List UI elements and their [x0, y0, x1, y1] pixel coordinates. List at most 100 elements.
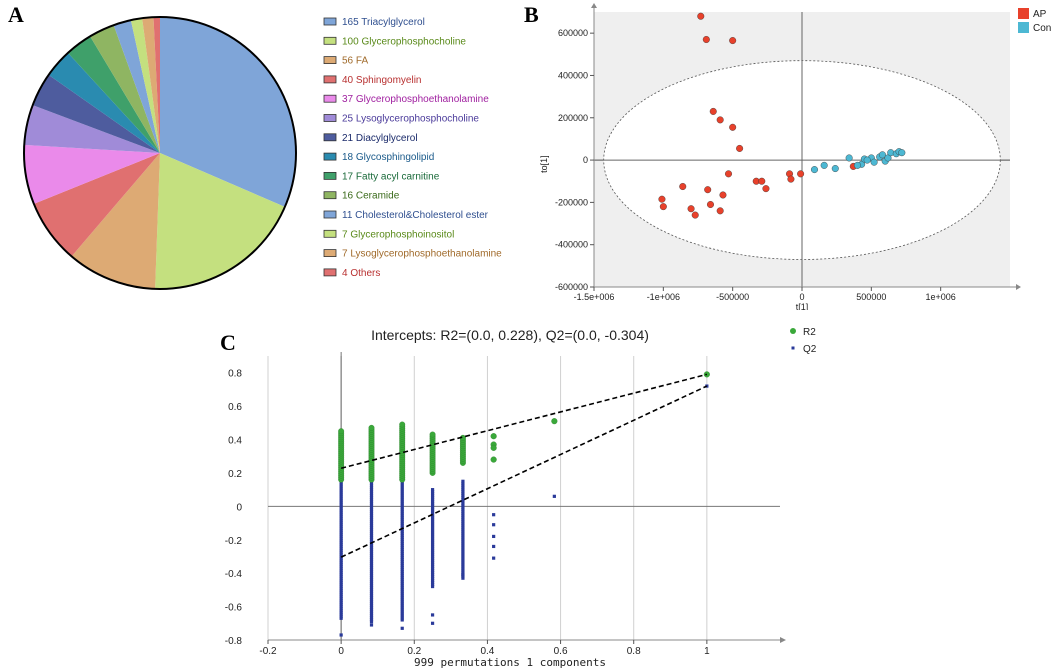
marker-q2-c2-71 [400, 475, 404, 479]
marker-q2-c0-14 [339, 588, 343, 593]
marker-r2-c0-20 [338, 436, 345, 443]
marker-r2-c2-2 [399, 472, 406, 479]
marker-q2-c2-63 [400, 491, 404, 495]
marker-q2-c2-42 [400, 533, 404, 537]
marker-q2-c4-9 [461, 558, 465, 562]
marker-q2-c4-40 [461, 495, 465, 500]
marker-q2-c0-20 [339, 576, 343, 581]
marker-q2-c2-29 [400, 559, 404, 564]
marker-r2-c0-16 [338, 444, 345, 451]
regression-line-q2 [340, 385, 708, 558]
marker-q2-c1-5 [369, 610, 374, 614]
legend-label-con: Con [1033, 23, 1051, 34]
marker-r2-c4-12 [459, 434, 466, 441]
marker-q2-c1-41 [369, 538, 374, 542]
marker-r2-c0-2 [338, 472, 345, 479]
marker-q2-c2-53 [400, 511, 404, 515]
x-tick-label-1: 0 [338, 646, 344, 657]
marker-r2-c3-17 [429, 435, 436, 442]
marker-q2-c2-57 [400, 503, 404, 507]
marker-r2-c2-7 [399, 462, 406, 469]
pie-slice-11 [113, 20, 160, 153]
marker-q2-c4-5 [461, 566, 465, 570]
y-tick-label-5: 0.2 [228, 469, 242, 480]
marker-r2-c1-7 [368, 462, 375, 469]
marker-q2-c3-33 [430, 518, 435, 522]
marker-r2-c1-12 [368, 452, 375, 459]
marker-q2-c0-9 [339, 598, 343, 602]
marker-q2-c1-55 [369, 510, 374, 514]
marker-q2-c2-61 [400, 495, 404, 499]
marker-q2-c4-17 [461, 542, 465, 546]
marker-q2-c2-15 [400, 588, 404, 592]
marker-q2-c3-23 [430, 538, 435, 542]
marker-q2-c1-63 [369, 494, 374, 498]
marker-r2-c0-14 [338, 448, 345, 455]
marker-q2-c0-44 [339, 529, 343, 533]
marker-r2-c1-25 [368, 426, 375, 433]
marker-q2-c2-60 [400, 497, 404, 501]
y-tick-label-3: 0 [583, 155, 588, 165]
marker-r2-c4-4 [459, 451, 466, 458]
point-ap-12 [658, 195, 666, 203]
pie-outline [23, 16, 297, 290]
point-ap-6 [736, 144, 744, 152]
marker-r2-c2-11 [399, 454, 406, 461]
regression-line-r2 [340, 373, 708, 470]
marker-q2-c2-24 [400, 570, 404, 574]
legend-label-4: 40 Sphingomyelin [342, 75, 422, 86]
y-tick-label-0: -0.8 [225, 636, 243, 647]
legend-swatch-8 [323, 152, 337, 161]
marker-q2-c0-32 [339, 552, 343, 557]
marker-r2-c0-10 [338, 456, 345, 463]
marker-r2-c0-6 [338, 464, 345, 471]
marker-q2-c1-21 [369, 578, 374, 582]
marker-r2-c1-4 [368, 468, 375, 475]
marker-q2-c0-65 [339, 487, 343, 491]
marker-q2-c2-31 [400, 555, 404, 560]
marker-q2-c0-67 [339, 483, 343, 487]
marker-q2-c0-51 [339, 515, 343, 519]
marker-r2-c3-10 [429, 449, 436, 456]
marker-q2-c1-60 [369, 500, 374, 504]
legend-label-ap: AP [1033, 9, 1047, 20]
point-con-17 [863, 156, 871, 164]
marker-q2-c0-12 [339, 592, 343, 596]
x-tick-label-2: -500000 [716, 292, 749, 302]
point-ap-9 [762, 185, 770, 193]
point-con-0 [810, 166, 818, 174]
pie-slice-5 [23, 144, 161, 204]
marker-q2-c4-15 [461, 546, 465, 550]
marker-q2-c1-49 [369, 522, 374, 526]
marker-r2-c4-3 [459, 453, 466, 460]
x-tick-label-3: 0 [799, 292, 804, 302]
marker-r2-c3-7 [429, 455, 436, 462]
marker-r2-c2-27 [399, 421, 406, 428]
marker-q2-c2-64 [400, 489, 404, 493]
marker-q2-c0-7 [339, 602, 343, 606]
marker-q2-c2-26 [400, 565, 404, 570]
y-tick-label-2: -0.4 [225, 569, 243, 580]
marker-q2-c0-33 [339, 550, 343, 555]
point-q2-11 [552, 494, 556, 498]
marker-q2-c1-22 [369, 576, 374, 580]
legend-marker-r2 [790, 328, 796, 334]
marker-q2-c3-18 [430, 548, 435, 552]
marker-q2-c1-50 [369, 520, 374, 524]
marker-q2-c1-9 [369, 602, 374, 606]
panel-label-b: B [524, 2, 539, 27]
marker-q2-c0-11 [339, 594, 343, 598]
marker-q2-c2-67 [400, 483, 404, 487]
legend-swatch-7 [323, 133, 337, 142]
point-ap-1 [702, 36, 710, 44]
marker-q2-c0-54 [339, 509, 343, 513]
marker-q2-c3-8 [430, 568, 435, 572]
marker-q2-c1-42 [369, 536, 374, 540]
point-q2-2 [400, 626, 404, 630]
marker-r2-c2-6 [399, 464, 406, 471]
legend-label-11: 11 Cholesterol&Cholesterol ester [342, 210, 489, 221]
marker-q2-c2-52 [400, 513, 404, 517]
point-ap-21 [758, 177, 766, 185]
marker-q2-c2-51 [400, 515, 404, 519]
marker-q2-c1-31 [369, 558, 374, 562]
